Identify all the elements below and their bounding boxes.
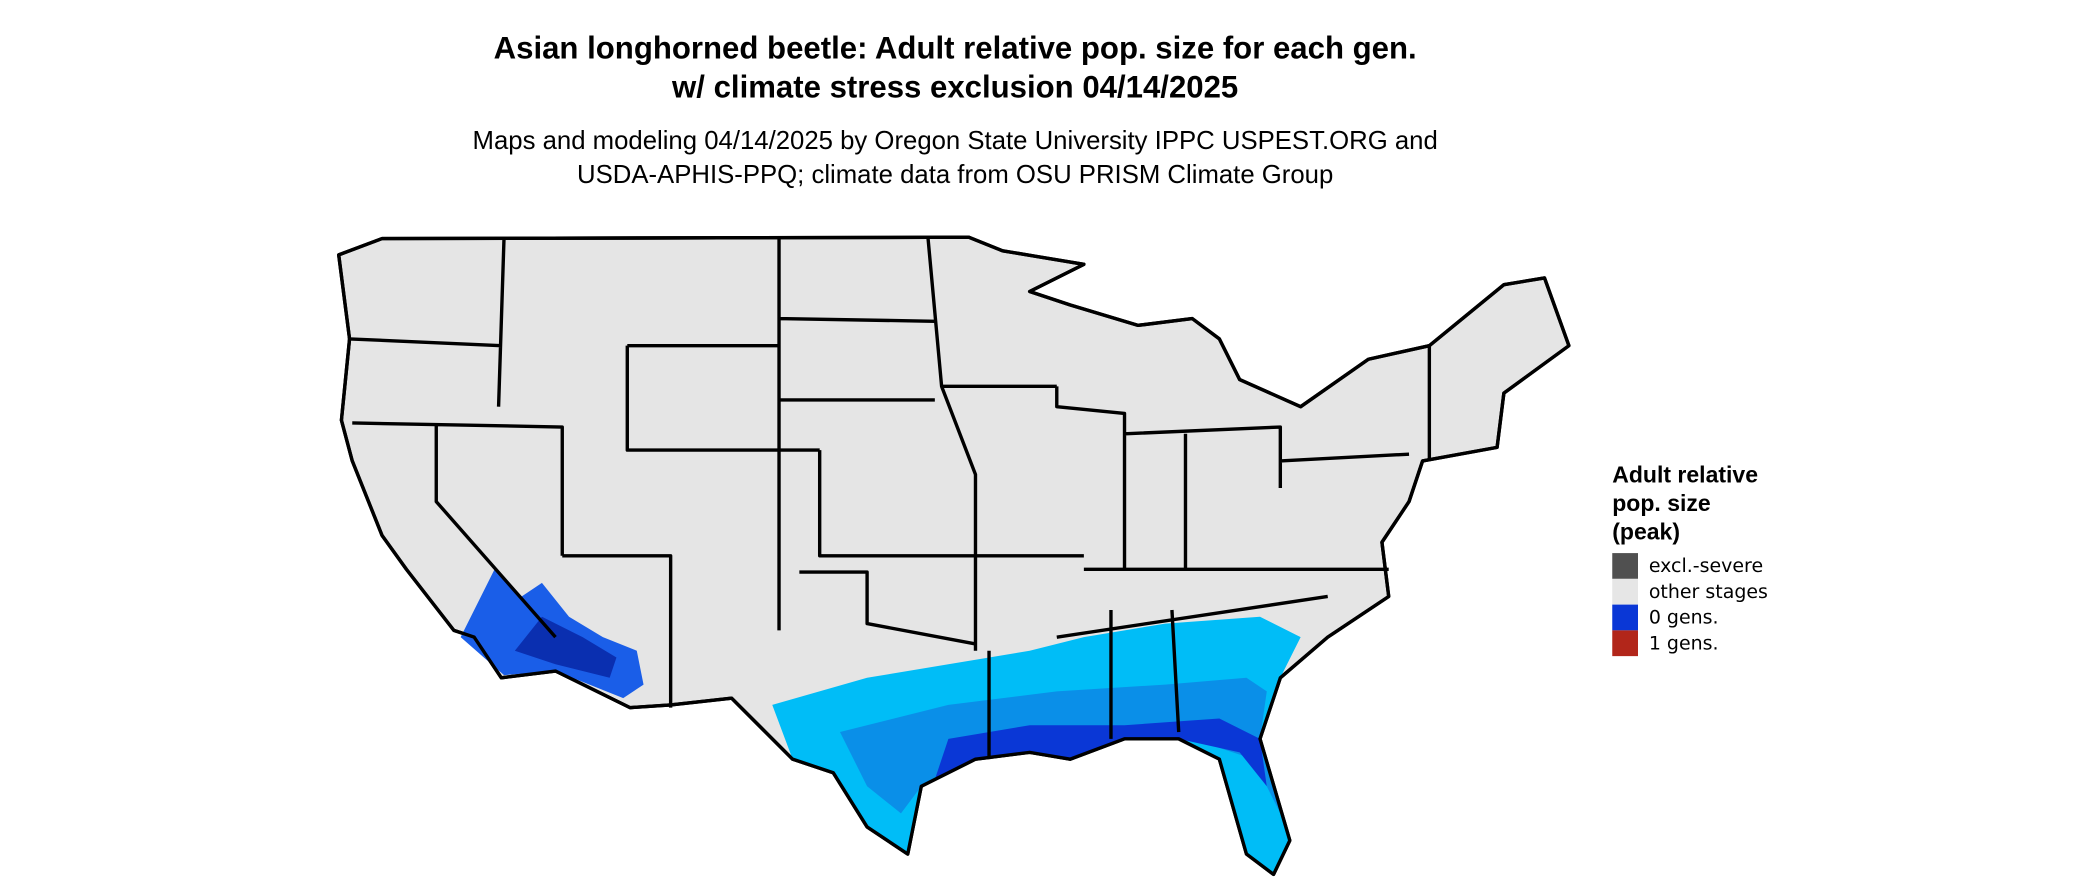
legend-swatch xyxy=(1612,630,1638,657)
legend-label: other stages xyxy=(1649,581,1768,603)
legend-swatch xyxy=(1612,604,1638,631)
subtitle-line: USDA-APHIS-PPQ; climate data from OSU PR… xyxy=(577,161,1333,189)
title-line: w/ climate stress exclusion 04/14/2025 xyxy=(671,70,1238,105)
legend-swatch xyxy=(1612,578,1638,605)
state-borders xyxy=(349,238,1432,760)
legend-swatch xyxy=(1612,553,1638,579)
legend-title: (peak) xyxy=(1612,519,1680,545)
legend-label: 1 gens. xyxy=(1649,632,1719,654)
us-outline xyxy=(337,235,1571,877)
title-line: Asian longhorned beetle: Adult relative … xyxy=(494,30,1417,65)
dark-blue-region xyxy=(934,718,1267,787)
legend: Adult relative pop. size (peak) excl.-se… xyxy=(1612,462,1768,657)
legend-title: Adult relative xyxy=(1612,462,1758,488)
southwest-dark xyxy=(514,616,617,678)
legend-title: pop. size xyxy=(1612,490,1711,516)
us-map xyxy=(337,235,1571,877)
subtitle-line: Maps and modeling 04/14/2025 by Oregon S… xyxy=(473,127,1438,155)
legend-label: excl.-severe xyxy=(1649,555,1763,577)
legend-label: 0 gens. xyxy=(1649,607,1719,629)
